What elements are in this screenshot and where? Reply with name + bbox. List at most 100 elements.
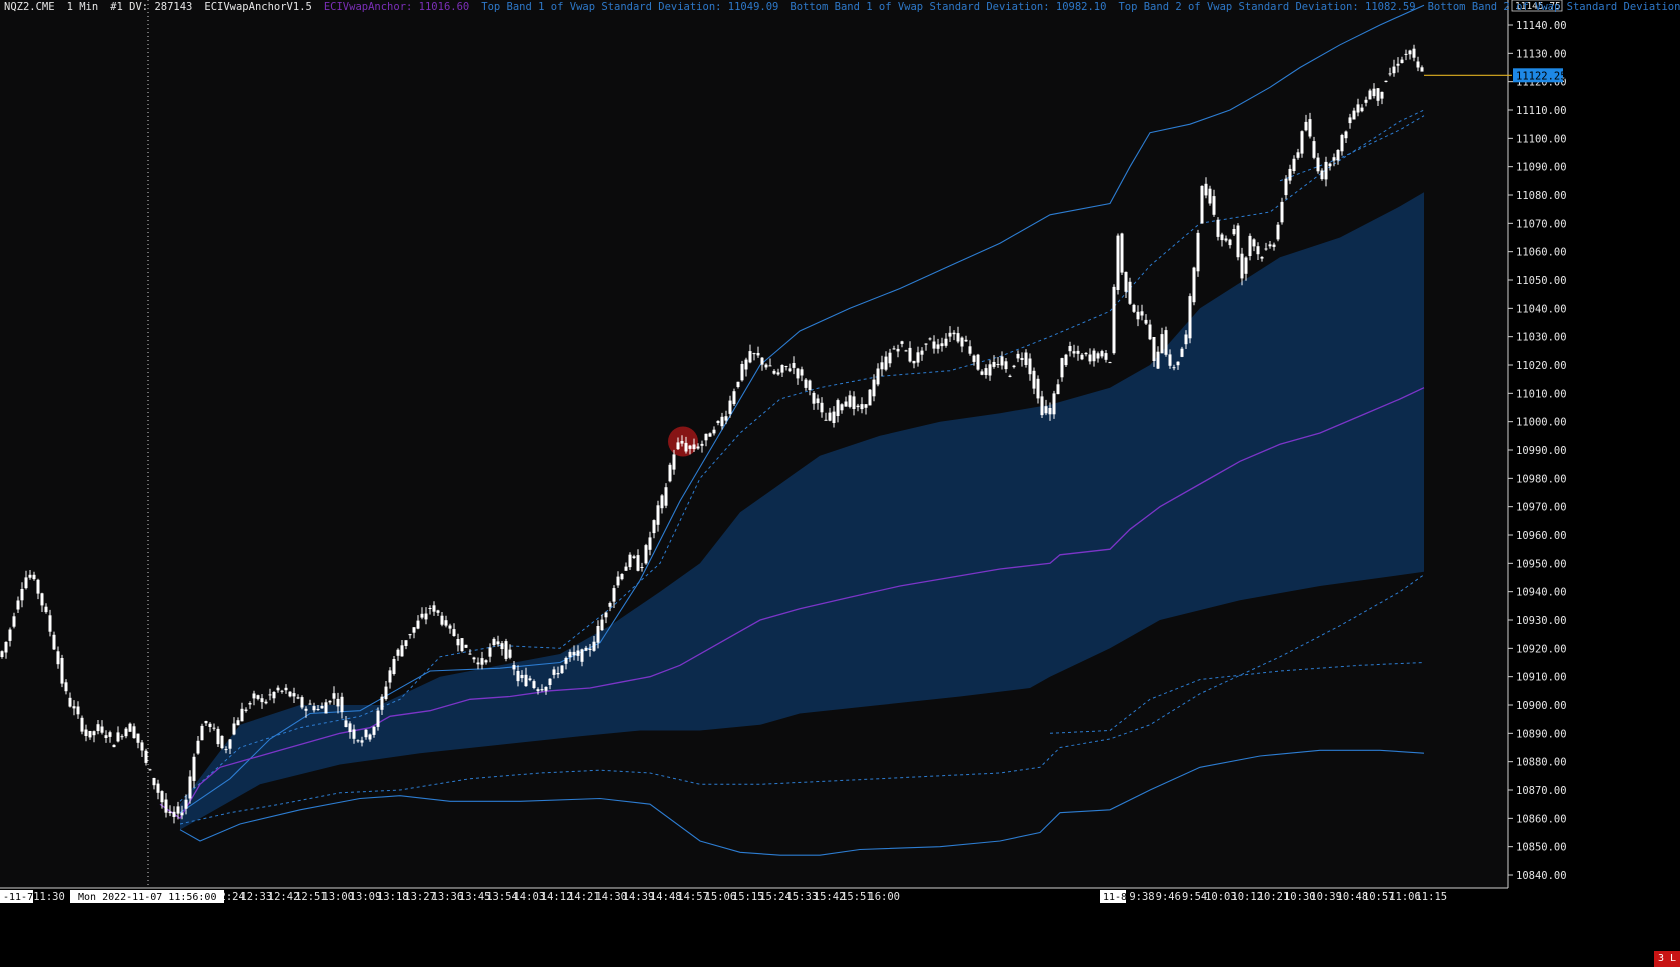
candle-body	[836, 400, 840, 416]
x-tick-label: 15:06	[705, 891, 737, 903]
candle-body	[592, 641, 596, 651]
candle-body	[1112, 286, 1116, 354]
candle-body	[180, 812, 184, 816]
vwap-line	[159, 387, 1425, 820]
candle-body	[876, 368, 880, 385]
x-tick-label: 9:54	[1182, 891, 1207, 903]
candle-body	[1292, 158, 1296, 171]
candle-body	[48, 615, 52, 632]
candle-body	[256, 695, 260, 699]
candle-body	[176, 806, 180, 814]
candle-body	[1368, 90, 1372, 100]
candle-body	[380, 696, 384, 710]
candle-body	[648, 537, 652, 550]
candle-body	[80, 717, 84, 732]
candle-body	[1096, 353, 1100, 359]
candle-body	[940, 343, 944, 347]
candle-body	[72, 706, 76, 709]
candle-body	[1032, 370, 1036, 389]
y-tick-label: 11030.00	[1516, 332, 1567, 344]
candle-body	[384, 686, 388, 700]
x-tick-label: 10:21	[1258, 891, 1290, 903]
y-tick-label: 10870.00	[1516, 785, 1567, 797]
candle-body	[1328, 163, 1332, 167]
dv-label: #1 DV: 287143	[110, 1, 193, 13]
candle-body	[1200, 185, 1204, 224]
candle-body	[1276, 224, 1280, 240]
candle-body	[792, 363, 796, 368]
chart-header: NQZ2.CME 1 Min #1 DV: 287143 ECIVwapAnchorV…	[4, 0, 1680, 14]
candle-body	[92, 731, 96, 736]
candle-body	[136, 733, 140, 743]
candle-body	[336, 698, 340, 707]
x-tick-label: 10:12	[1231, 891, 1263, 903]
candle-body	[268, 694, 272, 696]
y-tick-label: 10930.00	[1516, 615, 1567, 627]
candle-body	[1000, 356, 1004, 366]
candle-body	[528, 678, 532, 681]
candle-body	[1220, 234, 1224, 241]
cursor-date-label: Mon 2022-11-07 11:56:00	[78, 892, 216, 903]
candle-body	[1400, 59, 1404, 63]
candle-body	[684, 442, 688, 452]
candle-body	[1168, 354, 1172, 366]
candle-body	[20, 589, 24, 601]
candle-body	[332, 693, 336, 699]
y-tick-label: 10990.00	[1516, 445, 1567, 457]
candle-body	[1008, 375, 1012, 377]
candle-body	[148, 769, 152, 771]
candle-body	[964, 339, 968, 342]
candle-body	[1412, 48, 1416, 58]
y-tick-label: 11000.00	[1516, 417, 1567, 429]
candle-body	[504, 641, 508, 659]
y-tick-label: 11140.00	[1516, 20, 1567, 32]
candle-body	[124, 728, 128, 737]
candle-body	[736, 381, 740, 387]
candle-body	[316, 709, 320, 710]
candle-body	[1264, 248, 1268, 250]
candle-body	[284, 687, 288, 691]
candle-body	[780, 365, 784, 373]
candle-body	[1352, 110, 1356, 120]
candle-body	[408, 634, 412, 636]
x-tick-label: 13:36	[432, 891, 464, 903]
candle-body	[1364, 99, 1368, 103]
candle-body	[508, 649, 512, 658]
candle-body	[1120, 233, 1124, 273]
candle-body	[1256, 246, 1260, 255]
x-tick-label: 12:51	[295, 891, 327, 903]
candle-body	[864, 404, 868, 408]
candle-body	[1040, 396, 1044, 416]
candle-body	[1244, 257, 1248, 274]
candle-body	[1320, 170, 1324, 180]
candle-body	[1332, 157, 1336, 161]
candle-body	[844, 401, 848, 407]
candle-body	[420, 613, 424, 618]
y-tick-label: 11080.00	[1516, 190, 1567, 202]
y-tick-label: 10980.00	[1516, 473, 1567, 485]
candle-body	[200, 725, 204, 741]
candle-body	[1020, 358, 1024, 360]
candle-body	[908, 347, 912, 362]
x-tick-label: 14:03	[513, 891, 545, 903]
x-tick-label: 15:15	[732, 891, 764, 903]
candle-body	[624, 566, 628, 571]
candle-body	[732, 391, 736, 405]
candle-body	[428, 608, 432, 609]
band2-top-value: Top Band 2 of Vwap Standard Deviation: 1…	[1118, 1, 1416, 13]
candle-body	[840, 404, 844, 411]
candle-body	[952, 332, 956, 335]
candle-body	[756, 353, 760, 356]
candle-body	[244, 709, 248, 711]
current-price-label: 11122.25	[1516, 70, 1567, 82]
candle-body	[8, 629, 12, 641]
y-tick-label: 10950.00	[1516, 558, 1567, 570]
candle-body	[300, 697, 304, 708]
y-tick-label: 10900.00	[1516, 700, 1567, 712]
candle-body	[100, 726, 104, 733]
candle-body	[620, 574, 624, 580]
candle-body	[1228, 239, 1232, 246]
status-badge[interactable]: 3 L	[1654, 951, 1680, 967]
candle-body	[752, 353, 756, 355]
